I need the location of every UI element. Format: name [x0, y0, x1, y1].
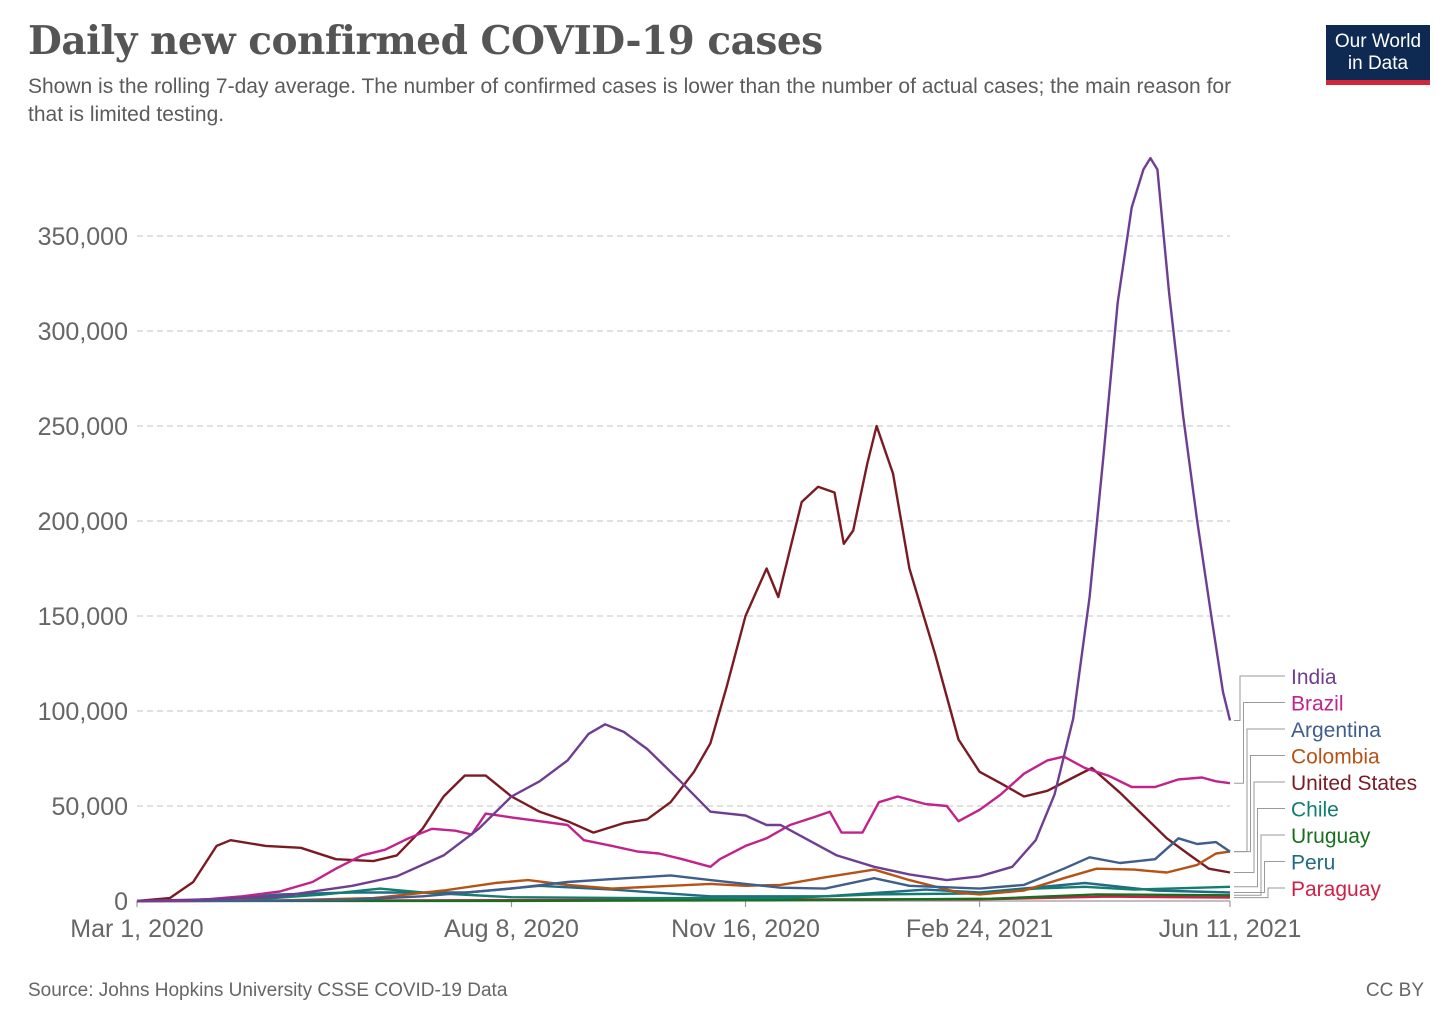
chart-subtitle: Shown is the rolling 7-day average. The … — [28, 75, 1232, 126]
x-tick-label: Aug 8, 2020 — [444, 915, 579, 943]
y-tick-label: 350,000 — [38, 223, 128, 251]
y-tick-label: 0 — [114, 888, 128, 916]
series-line-argentina — [136, 837, 1231, 903]
legend-connector — [1234, 861, 1285, 893]
x-tick-label: Feb 24, 2021 — [906, 915, 1053, 943]
legend-label-peru: Peru — [1291, 852, 1335, 875]
legend-connector — [1234, 755, 1285, 853]
legend-connector — [1234, 887, 1285, 899]
legend-label-india: India — [1291, 666, 1337, 689]
legend-label-uruguay: Uruguay — [1291, 825, 1371, 848]
series-line-brazil — [136, 755, 1231, 903]
logo-line-1: Our World — [1334, 31, 1422, 52]
legend-label-paraguay: Paraguay — [1291, 878, 1381, 901]
x-tick-label: Mar 1, 2020 — [70, 915, 203, 943]
series-line-uruguay — [136, 893, 1231, 903]
y-tick-label: 200,000 — [38, 508, 128, 536]
legend-connector — [1234, 728, 1285, 853]
legend-label-colombia: Colombia — [1291, 746, 1380, 769]
legend-connector — [1234, 702, 1285, 784]
our-world-in-data-logo[interactable]: Our World in Data — [1326, 25, 1430, 85]
y-tick-label: 150,000 — [38, 603, 128, 631]
x-tick-label: Jun 11, 2021 — [1159, 915, 1302, 943]
y-tick-label: 300,000 — [38, 318, 128, 346]
source-note: Source: Johns Hopkins University CSSE CO… — [28, 980, 508, 1001]
legend-connector — [1234, 781, 1285, 873]
series-line-colombia — [136, 850, 1231, 903]
logo-line-2: in Data — [1347, 53, 1409, 74]
legend-connector — [1234, 675, 1285, 721]
line-chart: 0 50,000 100,000 150,000 200,000 250,000 300,0… — [38, 156, 1417, 943]
legend-label-argentina: Argentina — [1291, 719, 1381, 742]
series-line-chile — [136, 885, 1231, 903]
legend-label-united-states: United States — [1291, 772, 1417, 795]
license-label[interactable]: CC BY — [1365, 980, 1424, 1001]
series-line-india — [136, 156, 1232, 903]
chart-title: Daily new confirmed COVID-19 cases — [28, 18, 823, 64]
legend-connector — [1234, 834, 1285, 896]
legend-label-brazil: Brazil — [1291, 693, 1344, 716]
series-line-united-states — [136, 424, 1231, 903]
y-tick-label: 100,000 — [38, 698, 128, 726]
y-tick-label: 50,000 — [52, 793, 128, 821]
legend-connector — [1234, 808, 1285, 888]
y-tick-label: 250,000 — [38, 413, 128, 441]
x-tick-label: Nov 16, 2020 — [671, 915, 820, 943]
legend-label-chile: Chile — [1291, 799, 1339, 822]
